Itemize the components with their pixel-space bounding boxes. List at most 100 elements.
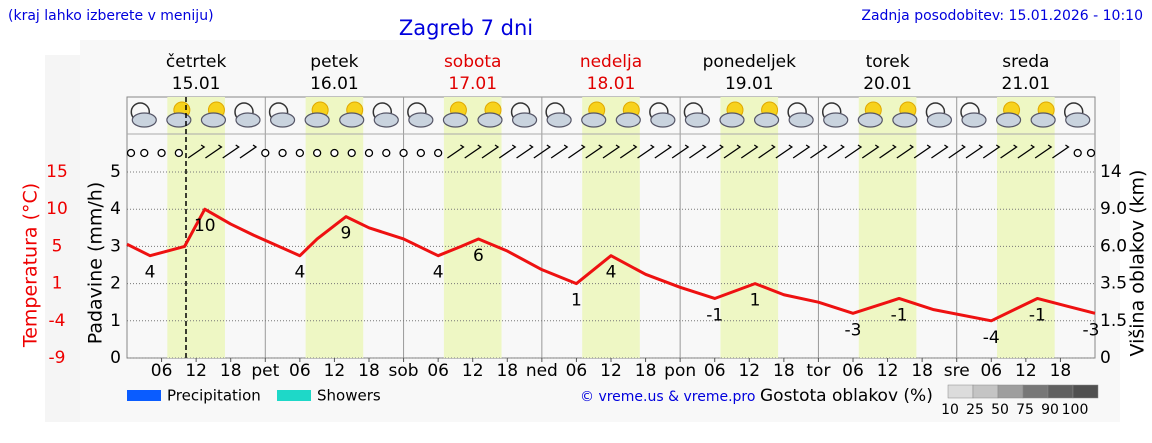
temp-tick-label: -9	[49, 348, 66, 368]
x-tick-label: 06	[704, 361, 726, 381]
cloud-legend-label: 50	[991, 402, 1009, 418]
wind-calm	[312, 148, 322, 158]
x-tick-label: 12	[1015, 361, 1037, 381]
wind-barb	[879, 144, 897, 159]
wind-calm	[295, 148, 305, 158]
temperature-label: 1	[571, 291, 582, 311]
x-tick-label: 12	[738, 361, 760, 381]
wind-calm	[382, 148, 391, 158]
cloud	[961, 112, 987, 128]
cloud	[269, 112, 296, 128]
cloud	[892, 112, 918, 128]
wind-barb	[1052, 144, 1070, 159]
x-tick-label: pon	[664, 361, 696, 381]
wind-barb	[827, 144, 845, 159]
wind-barb	[792, 144, 811, 159]
wind-barb	[948, 144, 966, 159]
day-name: sobota	[444, 52, 502, 72]
cloud-legend-box	[972, 384, 999, 399]
wind-barb	[222, 144, 240, 159]
legend-swatch	[277, 390, 311, 401]
cloud-legend-label: 100	[1062, 402, 1089, 418]
temperature-label: -1	[706, 305, 723, 325]
wind-barb	[861, 144, 880, 159]
x-tick-label: sre	[944, 361, 970, 381]
wind-barb	[239, 144, 258, 159]
y-tick-label: 1	[110, 311, 121, 331]
y-tick-label: 4	[110, 199, 121, 219]
cloud	[995, 112, 1022, 128]
temp-tick-label: 5	[52, 236, 63, 256]
x-tick-label: 18	[220, 361, 242, 381]
temp-axis-label: Temperatura (°C)	[20, 183, 42, 348]
x-tick-label: 18	[1050, 361, 1072, 381]
wind-calm	[126, 148, 136, 158]
wind-barb	[1017, 144, 1036, 159]
x-tick-label: sob	[389, 361, 419, 381]
x-tick-label: 12	[462, 361, 484, 381]
wind-calm	[347, 148, 356, 158]
day-name: četrtek	[166, 52, 227, 72]
cloud-legend-box	[1072, 384, 1099, 399]
cloud	[719, 112, 745, 128]
temperature-label: 1	[750, 291, 761, 311]
day-date: 21.01	[1002, 74, 1051, 94]
wind-barb	[982, 144, 1001, 159]
wind-calm	[174, 148, 184, 158]
x-tick-label: 06	[566, 361, 588, 381]
x-tick-label: 06	[980, 361, 1002, 381]
cloud	[339, 112, 365, 128]
y2-tick-label: 0	[1100, 348, 1111, 368]
temperature-line	[126, 207, 1096, 323]
cloud	[1030, 112, 1056, 128]
cloud	[304, 112, 330, 128]
wind-barb	[498, 144, 517, 159]
day-name: nedelja	[580, 52, 642, 72]
chart-title: Zagreb 7 dni	[399, 16, 533, 40]
y2-tick-label: 14	[1100, 162, 1122, 182]
cloud	[511, 112, 538, 128]
daylight-band	[858, 97, 917, 358]
legend-label: Showers	[317, 387, 381, 405]
cloud	[408, 112, 434, 128]
wind-barb	[550, 144, 569, 159]
cloud-legend-box	[947, 384, 974, 399]
wind-barb	[568, 144, 586, 159]
wind-barb	[723, 144, 742, 159]
wind-barb	[913, 144, 932, 159]
wind-calm	[157, 148, 166, 158]
wind-barb	[533, 144, 552, 159]
x-tick-label: 06	[842, 361, 864, 381]
wind-calm	[278, 148, 287, 158]
wind-barb	[1034, 144, 1053, 159]
cloud	[166, 112, 192, 128]
wind-barb	[187, 144, 206, 159]
wind-calm	[261, 148, 270, 158]
wind-calm	[1086, 148, 1096, 158]
cloud	[650, 112, 676, 128]
cloud	[684, 112, 711, 128]
y-tick-label: 0	[110, 348, 121, 368]
wind-calm	[364, 148, 374, 158]
wind-calm	[433, 148, 443, 158]
x-tick-label: 12	[185, 361, 207, 381]
hint: (kraj lahko izberete v meniju)	[8, 8, 214, 24]
y2-tick-label: 1.5	[1100, 311, 1127, 331]
x-tick-label: 06	[427, 361, 449, 381]
wind-barb	[896, 144, 915, 159]
wind-barb	[689, 144, 707, 159]
wind-barb	[464, 144, 482, 159]
daylight-band	[443, 97, 502, 358]
day-name: petek	[310, 52, 358, 72]
cloud	[546, 112, 572, 128]
daylight-band	[720, 97, 779, 358]
wind-barb	[516, 144, 534, 159]
cloud	[615, 112, 641, 128]
temp-tick-label: -4	[49, 311, 66, 331]
wind-barb	[758, 144, 776, 159]
x-tick-label: 18	[635, 361, 657, 381]
temperature-label: -3	[1083, 320, 1100, 340]
temp-tick-label: 10	[46, 199, 68, 219]
day-date: 18.01	[587, 74, 636, 94]
